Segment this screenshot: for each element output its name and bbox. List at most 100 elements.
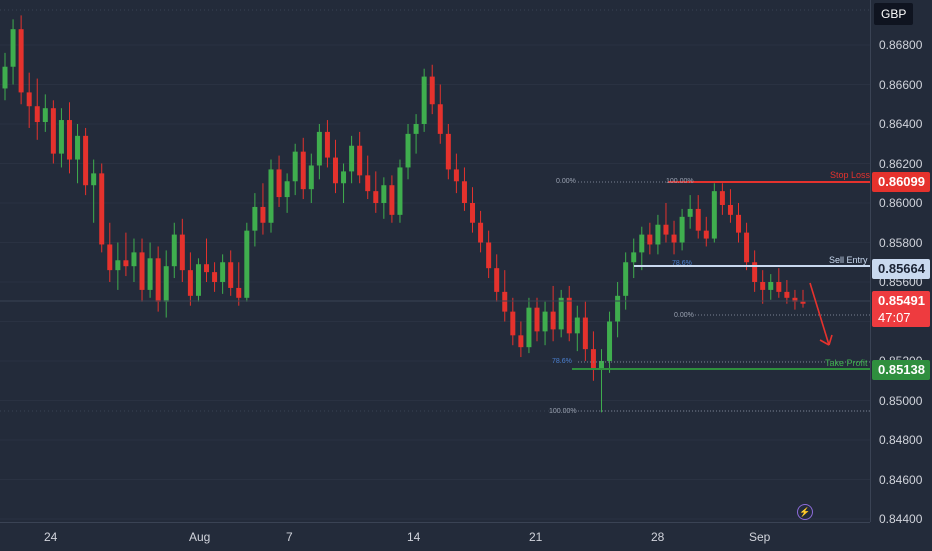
candle-body bbox=[18, 29, 24, 93]
projection-arrow-shaft bbox=[809, 282, 830, 346]
candle-body bbox=[639, 234, 645, 253]
candle-body bbox=[615, 295, 621, 322]
candle-body bbox=[171, 234, 177, 267]
fib-left-top-label: 0.00% bbox=[556, 178, 576, 185]
candle-body bbox=[453, 169, 459, 182]
candle-body bbox=[220, 262, 226, 282]
candle-body bbox=[365, 175, 371, 192]
date-tick-label: 14 bbox=[407, 530, 421, 544]
fib-left-bottom-label: 100.00% bbox=[549, 408, 577, 415]
candle-body bbox=[413, 124, 419, 134]
candle-body bbox=[486, 242, 492, 269]
candle-body bbox=[494, 268, 500, 292]
candle-body bbox=[308, 165, 314, 190]
candle-body bbox=[349, 145, 355, 172]
take-profit-label: Take Profit bbox=[825, 358, 868, 368]
take-profit-price-tag[interactable]: 0.85138 bbox=[872, 360, 930, 380]
candle-body bbox=[42, 108, 48, 123]
candle-body bbox=[268, 169, 274, 223]
candle-body bbox=[373, 191, 379, 203]
candle-body bbox=[66, 120, 72, 160]
candle-body bbox=[187, 270, 193, 296]
candle-body bbox=[687, 208, 693, 217]
candle-body bbox=[695, 208, 701, 231]
candle-body bbox=[542, 311, 548, 332]
stop-loss-price-tag[interactable]: 0.86099 bbox=[872, 172, 930, 192]
bar-countdown: 47:07 bbox=[878, 310, 911, 325]
candle-body bbox=[784, 291, 790, 298]
candle-body bbox=[405, 133, 411, 168]
candle-body bbox=[244, 230, 250, 298]
fib-left-mid-label: 78.6% bbox=[552, 358, 572, 365]
last-price-value: 0.85491 bbox=[878, 293, 925, 308]
price-tick-label: 0.84800 bbox=[879, 433, 923, 447]
candle-body bbox=[195, 264, 201, 296]
candle-body bbox=[316, 131, 322, 166]
candle-body bbox=[163, 266, 169, 302]
candle-body bbox=[582, 317, 588, 350]
candle-body bbox=[445, 133, 451, 170]
candle-body bbox=[647, 234, 653, 245]
candle-body bbox=[478, 222, 484, 243]
candle-body bbox=[461, 181, 467, 203]
projection-arrow-head-a bbox=[819, 339, 830, 346]
candle-body bbox=[574, 317, 580, 334]
date-tick-label: 28 bbox=[651, 530, 665, 544]
candle-body bbox=[341, 171, 347, 184]
candle-body bbox=[381, 185, 387, 203]
candle-body bbox=[566, 297, 572, 334]
candle-body bbox=[34, 106, 40, 123]
candle-body bbox=[727, 204, 733, 215]
candle-body bbox=[429, 76, 435, 105]
candle-body bbox=[534, 307, 540, 332]
candle-body bbox=[518, 335, 524, 348]
sell-entry-price-tag[interactable]: 0.85664 bbox=[872, 259, 930, 279]
candle-body bbox=[300, 151, 306, 190]
date-tick-label: Sep bbox=[749, 530, 771, 544]
candle-body bbox=[252, 206, 258, 231]
candle-body bbox=[558, 297, 564, 330]
price-chart[interactable] bbox=[0, 0, 870, 522]
candle-body bbox=[91, 173, 97, 186]
candle-body bbox=[155, 258, 161, 302]
candle-body bbox=[75, 135, 81, 160]
date-tick-label: 21 bbox=[529, 530, 543, 544]
price-tick-label: 0.85800 bbox=[879, 235, 923, 250]
candle-body bbox=[260, 206, 266, 223]
candle-body bbox=[50, 108, 56, 154]
candle-body bbox=[744, 232, 750, 263]
fib-right-mid-label: 78.6% bbox=[672, 260, 692, 267]
candle-body bbox=[26, 92, 32, 107]
candle-body bbox=[236, 287, 242, 298]
candle-body bbox=[655, 224, 661, 245]
candle-body bbox=[147, 258, 153, 290]
candle-body bbox=[671, 234, 677, 243]
time-axis[interactable] bbox=[0, 522, 870, 551]
candle-body bbox=[631, 252, 637, 263]
price-tick-label: 0.86800 bbox=[879, 38, 923, 52]
candle-body bbox=[800, 301, 806, 304]
candle-body bbox=[204, 264, 210, 273]
candle-body bbox=[115, 260, 121, 271]
candle-body bbox=[10, 29, 16, 67]
date-tick-label: Aug bbox=[189, 530, 211, 544]
candle-body bbox=[389, 185, 395, 215]
candle-body bbox=[332, 157, 338, 184]
candle-body bbox=[510, 311, 516, 336]
price-tick-label: 0.86400 bbox=[879, 117, 923, 131]
lightning-icon[interactable]: ⚡ bbox=[797, 504, 813, 520]
last-price-tag[interactable]: 0.85491 47:07 bbox=[872, 291, 930, 327]
candle-body bbox=[752, 262, 758, 282]
date-tick-label: 7 bbox=[286, 530, 293, 544]
price-tick-label: 0.86600 bbox=[879, 77, 923, 92]
candle-body bbox=[2, 66, 8, 89]
candle-body bbox=[760, 282, 766, 290]
candle-body bbox=[324, 131, 330, 158]
currency-badge[interactable]: GBP bbox=[874, 3, 914, 25]
candle-body bbox=[437, 104, 443, 134]
price-tick-label: 0.86200 bbox=[879, 156, 923, 171]
candle-body bbox=[179, 234, 185, 271]
candle-body bbox=[768, 282, 774, 290]
candle-body bbox=[590, 349, 596, 369]
